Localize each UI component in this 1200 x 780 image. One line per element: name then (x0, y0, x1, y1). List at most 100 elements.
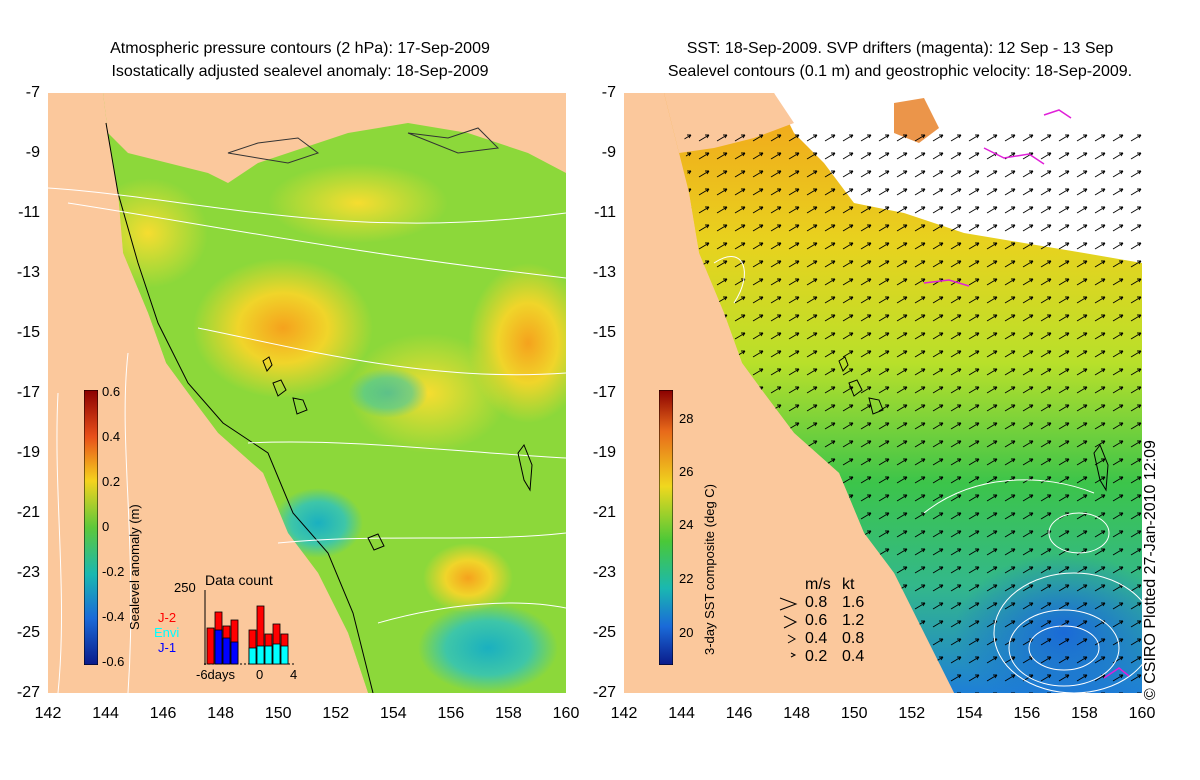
lat-tick-label: -11 (594, 204, 616, 221)
left-title-line2: Isostatically adjusted sealevel anomaly:… (111, 63, 489, 80)
colorbar-tick: 22 (679, 571, 694, 586)
ocean-region (103, 93, 566, 693)
lon-tick-label: 146 (725, 705, 753, 722)
velocity-legend-kt-header: kt (842, 576, 855, 593)
reef-outline (105, 122, 374, 693)
anomaly-low (273, 488, 363, 558)
lon-tick-label: 160 (552, 705, 580, 722)
colorbar-tick: 28 (679, 411, 694, 426)
land-new-guinea (48, 93, 566, 183)
lat-tick-label: -7 (601, 84, 616, 101)
colorbar-tick: 24 (679, 517, 694, 532)
lon-tick-label: 154 (379, 705, 407, 722)
lon-tick-label: 148 (207, 705, 235, 722)
data-count-x-label: 0 (256, 667, 264, 682)
lon-tick-label: 160 (1128, 705, 1156, 722)
colorbar-tick: 0.2 (102, 474, 121, 489)
lon-tick-label: 150 (264, 705, 292, 722)
left-title-line1: Atmospheric pressure contours (2 hPa): 1… (110, 40, 490, 57)
velocity-legend-kt: 0.8 (842, 630, 865, 647)
anomaly-high (193, 258, 373, 398)
lat-tick-label: -17 (16, 384, 40, 401)
velocity-legend-arrows (779, 597, 798, 658)
sealevel-contours (713, 256, 1142, 693)
lat-tick-label: -17 (592, 384, 616, 401)
lon-tick-label: 156 (437, 705, 465, 722)
lon-tick-label: 146 (149, 705, 177, 722)
lon-tick-label: 142 (610, 705, 638, 722)
lon-tick-label: 150 (840, 705, 868, 722)
right-title-line1: SST: 18-Sep-2009. SVP drifters (magenta)… (686, 40, 1114, 57)
lat-tick-label: -13 (592, 264, 616, 281)
lon-tick-label: 158 (1071, 705, 1098, 722)
credit-text: © CSIRO Plotted 27-Jan-2010 12:09 (1142, 440, 1159, 700)
lat-tick-label: -7 (25, 84, 40, 101)
data-count-title: Data count (205, 572, 273, 588)
colorbar-label: Sealevel anomaly (m) (127, 504, 142, 630)
data-count-x-label: 4 (290, 667, 298, 682)
colorbar-tick: 26 (679, 464, 694, 479)
pressure-contours (48, 187, 566, 693)
lat-tick-label: -27 (592, 684, 616, 701)
velocity-legend-ms: 0.2 (805, 648, 828, 665)
sealevel-colorbar (84, 390, 98, 665)
sst-map (624, 93, 1142, 693)
lat-tick-label: -13 (16, 264, 40, 281)
lon-tick-label: 152 (898, 705, 926, 722)
warm-patch (894, 98, 939, 143)
lat-tick-label: -21 (592, 504, 616, 521)
lon-tick-label: 144 (668, 705, 695, 722)
geostrophic-velocity-arrows (684, 133, 1142, 693)
lat-tick-label: -27 (16, 684, 40, 701)
velocity-legend-kt: 1.6 (842, 594, 865, 611)
lat-tick-label: -19 (592, 444, 616, 461)
lon-tick-label: 152 (322, 705, 350, 722)
legend-j2: J-2 (158, 610, 177, 625)
data-count-x-label: -6days (196, 667, 236, 682)
lon-tick-label: 144 (92, 705, 119, 722)
lon-tick-label: 154 (955, 705, 983, 722)
velocity-legend-kt: 0.4 (842, 648, 865, 665)
lat-tick-label: -23 (592, 564, 616, 581)
colorbar-tick: 0.4 (102, 429, 121, 444)
lat-tick-label: -23 (16, 564, 40, 581)
anomaly-high (468, 263, 566, 423)
land-australia (48, 153, 368, 693)
lat-tick-label: -25 (592, 624, 616, 641)
data-count-chart (204, 590, 296, 665)
velocity-legend-kt: 1.2 (842, 612, 865, 629)
lat-tick-label: -9 (25, 144, 40, 161)
velocity-legend-ms: 0.4 (805, 630, 828, 647)
colorbar-tick: -0.6 (102, 654, 125, 669)
colorbar-label: 3-day SST composite (deg C) (702, 484, 717, 655)
legend-envi: Envi (154, 625, 180, 640)
colorbar-tick: 0 (102, 519, 110, 534)
colorbar-tick: -0.2 (102, 564, 125, 579)
colorbar-tick: 20 (679, 625, 694, 640)
velocity-legend-ms: 0.8 (805, 594, 828, 611)
lat-tick-label: -19 (16, 444, 40, 461)
anomaly-high (423, 543, 513, 613)
lat-tick-label: -11 (18, 204, 40, 221)
lat-tick-label: -21 (16, 504, 40, 521)
islands (838, 356, 1109, 492)
legend-j1: J-1 (158, 640, 177, 655)
lon-tick-label: 158 (495, 705, 522, 722)
anomaly-low (418, 603, 558, 693)
lon-tick-label: 142 (34, 705, 62, 722)
data-count-ymax: 250 (174, 580, 196, 595)
lon-tick-label: 148 (783, 705, 811, 722)
colorbar-tick: -0.4 (102, 609, 125, 624)
svp-drifter-tracks (923, 109, 1130, 679)
land-australia (624, 153, 954, 693)
colorbar-tick: 0.6 (102, 384, 121, 399)
anomaly-high (268, 163, 448, 243)
sst-colorbar (659, 390, 673, 665)
islands (227, 127, 533, 551)
lon-tick-label: 156 (1013, 705, 1041, 722)
lat-tick-label: -25 (16, 624, 40, 641)
lat-tick-label: -9 (601, 144, 616, 161)
lat-tick-label: -15 (16, 324, 40, 341)
velocity-legend-ms-header: m/s (805, 576, 831, 593)
lat-tick-label: -15 (592, 324, 616, 341)
